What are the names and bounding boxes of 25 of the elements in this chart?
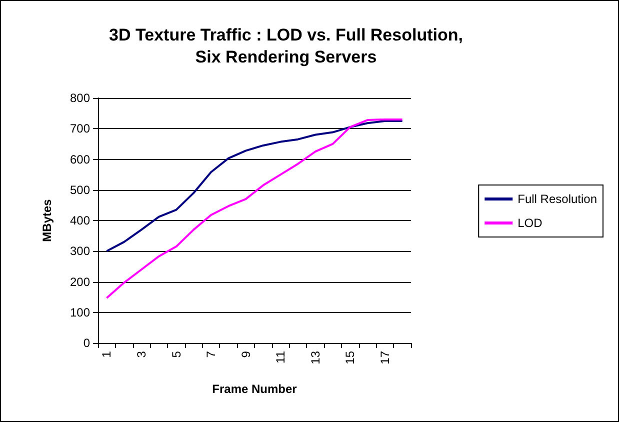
y-tick-label: 700 xyxy=(70,122,90,136)
x-tick-label: 7 xyxy=(204,350,218,358)
y-axis-title: MBytes xyxy=(40,198,54,242)
x-tick-label: 5 xyxy=(169,350,184,358)
y-tick-label: 0 xyxy=(83,336,90,350)
x-tick-label: 13 xyxy=(308,350,322,364)
y-tick-label: 400 xyxy=(70,214,90,228)
legend-label: LOD xyxy=(518,216,543,230)
x-tick-label: 1 xyxy=(100,350,114,358)
y-tick-label: 800 xyxy=(70,91,90,105)
y-tick-label: 300 xyxy=(70,244,90,258)
y-tick-label: 500 xyxy=(70,182,90,197)
line-series xyxy=(106,118,404,299)
x-tick-label: 3 xyxy=(134,350,148,358)
y-tick-label: 100 xyxy=(70,305,90,320)
line-series xyxy=(106,120,404,252)
x-axis-title: Frame Number xyxy=(212,382,298,396)
x-tick-label: 17 xyxy=(378,350,392,364)
x-tick-label: 11 xyxy=(274,350,288,364)
y-tick-label: 600 xyxy=(70,152,90,166)
legend-label: Full Resolution xyxy=(518,192,598,206)
y-tick-label: 200 xyxy=(70,274,90,289)
x-tick-label: 9 xyxy=(238,350,253,358)
x-tick-label: 15 xyxy=(343,350,358,364)
chart-title: 3D Texture Traffic : LOD vs. Full Resolution, Six Rendering Servers xyxy=(109,26,463,66)
